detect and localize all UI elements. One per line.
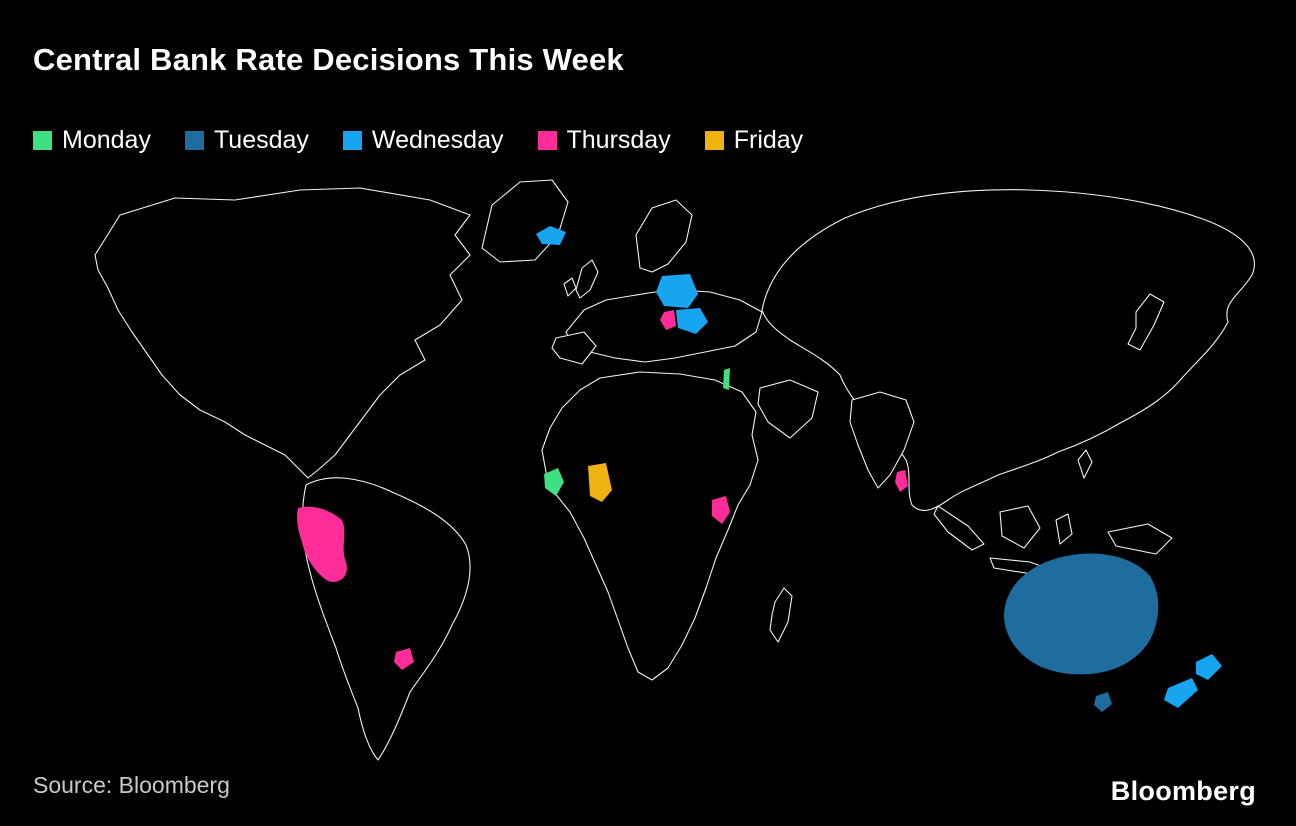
country-new-zealand-south: [1164, 678, 1198, 708]
continent-south-america: [301, 477, 471, 761]
region-arabia: [757, 379, 819, 439]
legend-label-thursday: Thursday: [566, 126, 671, 154]
country-tasmania: [1094, 692, 1112, 712]
island-sulawesi: [1055, 513, 1073, 545]
region-iberia: [551, 331, 597, 365]
world-map: [94, 179, 1255, 761]
legend-item-thursday: Thursday: [537, 126, 671, 155]
legend-item-monday: Monday: [33, 126, 151, 155]
country-sri-lanka: [895, 470, 908, 492]
legend-swatch-wednesday: [342, 131, 362, 150]
map-highlights: [297, 226, 1222, 712]
country-uruguay: [394, 648, 414, 670]
legend-label-tuesday: Tuesday: [213, 126, 309, 154]
island-japan: [1127, 293, 1165, 351]
country-iceland: [536, 226, 566, 245]
country-romania: [676, 308, 708, 334]
island-philippines: [1077, 449, 1093, 479]
legend-item-tuesday: Tuesday: [184, 126, 309, 155]
legend-swatch-tuesday: [184, 131, 204, 150]
legend-label-monday: Monday: [62, 126, 151, 154]
country-peru: [297, 506, 347, 582]
legend-item-friday: Friday: [704, 126, 804, 155]
island-new-guinea: [1107, 523, 1173, 555]
map-outlines: [94, 179, 1255, 761]
region-india: [849, 391, 915, 489]
island-ireland: [563, 277, 577, 297]
continent-africa: [541, 371, 759, 681]
region-scandinavia: [635, 199, 693, 273]
continent-north-america: [94, 187, 471, 479]
country-uganda: [712, 496, 730, 524]
country-israel: [723, 368, 730, 390]
legend-swatch-monday: [33, 131, 52, 150]
island-madagascar: [769, 587, 793, 643]
country-poland: [656, 274, 698, 308]
country-new-zealand-north: [1196, 654, 1222, 680]
country-liberia: [544, 468, 564, 496]
country-australia: [1004, 553, 1159, 675]
legend-swatch-thursday: [537, 131, 557, 150]
page-title: Central Bank Rate Decisions This Week: [33, 42, 624, 77]
island-greenland: [481, 179, 569, 263]
world-map-container: [0, 160, 1296, 780]
island-borneo: [999, 505, 1041, 549]
legend: Monday Tuesday Wednesday Thursday Friday: [33, 126, 803, 155]
bloomberg-logo: Bloomberg: [1110, 776, 1256, 806]
legend-swatch-friday: [704, 131, 724, 150]
island-sumatra: [933, 505, 985, 551]
country-ghana: [588, 463, 612, 502]
continent-asia: [761, 189, 1255, 511]
legend-label-wednesday: Wednesday: [371, 126, 504, 154]
legend-label-friday: Friday: [733, 126, 804, 154]
island-united-kingdom: [575, 259, 599, 299]
legend-item-wednesday: Wednesday: [342, 126, 504, 155]
source-note: Source: Bloomberg: [33, 772, 230, 798]
country-serbia: [660, 310, 676, 330]
